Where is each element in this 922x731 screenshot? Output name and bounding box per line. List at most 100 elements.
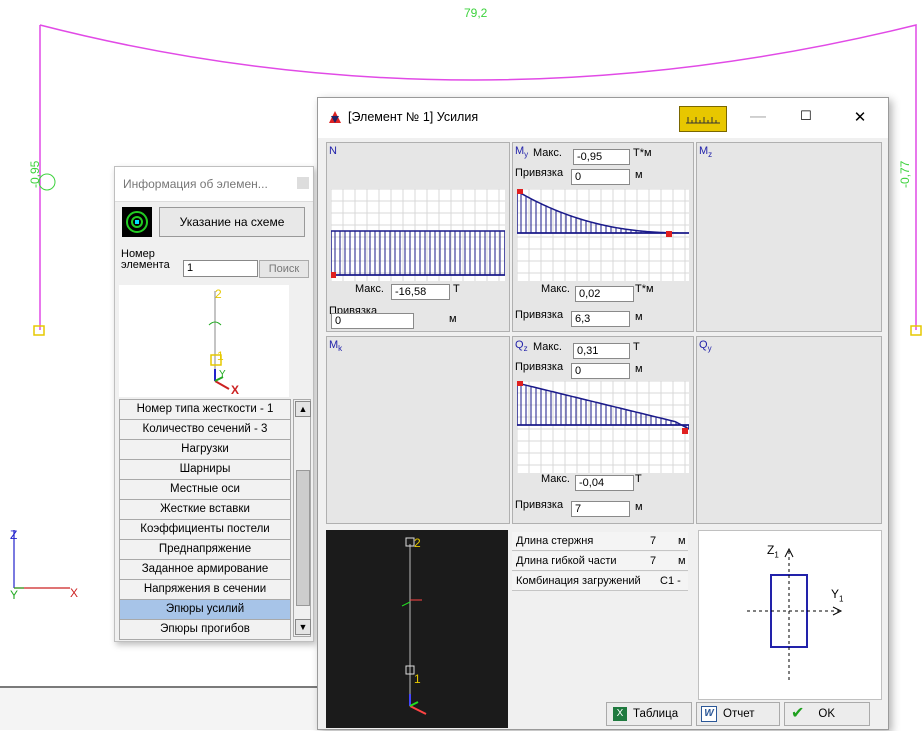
mini-axis-x-label: X — [231, 383, 240, 397]
property-value: C1 - — [660, 575, 681, 587]
mini-node-1-label: 1 — [217, 349, 224, 363]
minimize-icon[interactable]: — — [750, 108, 766, 125]
property-label: Длина стержня — [516, 535, 594, 547]
report-button[interactable]: W Отчет — [696, 702, 780, 726]
section-view: Z1 Y1 — [698, 530, 882, 700]
menu-item[interactable]: Нагрузки — [119, 440, 291, 460]
element-number-label: Номер элемента — [121, 248, 170, 271]
section-axis-z-label: Z1 — [767, 543, 779, 560]
maximize-icon[interactable]: ☐ — [800, 108, 812, 123]
N-max-label: Макс. — [355, 283, 384, 295]
My-min-value: 0,02 — [575, 286, 634, 302]
Qz-bind-label: Привязка — [515, 361, 564, 373]
Qz-min-unit: Т — [635, 473, 642, 485]
Qz-min-value: -0,04 — [575, 475, 634, 491]
search-button[interactable]: Поиск — [259, 260, 309, 278]
panel-My-title: My — [515, 145, 529, 160]
property-label: Длина гибкой части — [516, 555, 617, 567]
My-plot — [517, 189, 689, 281]
panel-Mz: Mz — [696, 142, 882, 332]
menu-item[interactable]: Шарниры — [119, 460, 291, 480]
menu-item[interactable]: Количество сечений - 3 — [119, 420, 291, 440]
menu-item[interactable]: Местные оси — [119, 480, 291, 500]
mini-node-2-label: 2 — [215, 287, 222, 301]
property-unit: м — [678, 555, 686, 567]
target-icon — [122, 207, 152, 237]
panel-Qy-title: Qy — [699, 339, 712, 354]
menu-item[interactable]: Эпюры усилий — [119, 600, 291, 620]
property-unit: м — [678, 535, 686, 547]
menu-item[interactable]: Эпюры прогибов — [119, 620, 291, 640]
property-row: Длина стержня 7 м — [512, 532, 688, 551]
top-value-label: 79,2 — [464, 6, 488, 20]
scroll-up-icon[interactable]: ▲ — [295, 401, 311, 417]
panel-My: My Макс. -0,95 Т*м Привязка 0 м Макс. 0,… — [512, 142, 694, 332]
point-on-scheme-button[interactable]: Указание на схеме — [159, 207, 305, 237]
Qz-bind2-value: 7 — [571, 501, 630, 517]
My-bind2-label: Привязка — [515, 309, 564, 321]
element-properties: Длина стержня 7 м Длина гибкой части 7 м Комби… — [512, 530, 692, 698]
check-icon: ✔ — [791, 705, 805, 722]
My-max-unit: Т*м — [633, 147, 652, 159]
Qz-max-label: Макс. — [533, 341, 562, 353]
section-axis-y-label: Y1 — [831, 587, 844, 604]
element-number-input[interactable]: 1 — [183, 260, 258, 277]
Qz-max-unit: Т — [633, 341, 640, 353]
menu-item[interactable]: Заданное армирование — [119, 560, 291, 580]
panel-Mk: Mk — [326, 336, 510, 524]
right-value-label: -0,77 — [898, 160, 912, 188]
panel-N-title: N — [329, 145, 337, 157]
Qz-min-label: Макс. — [541, 473, 570, 485]
scroll-down-icon[interactable]: ▼ — [295, 619, 311, 635]
mini-axis-y-label: Y — [219, 369, 226, 380]
panel-Qz: Qz Макс. 0,31 Т Привязка 0 м Макс. -0,04… — [512, 336, 694, 524]
element-3d-view: 2 1 — [326, 530, 508, 728]
excel-icon: X — [613, 706, 627, 721]
Qz-max-value: 0,31 — [573, 343, 630, 359]
ruler-button[interactable] — [679, 106, 727, 132]
My-bind-unit: м — [635, 169, 643, 181]
menu-item[interactable]: Коэффициенты постели — [119, 520, 291, 540]
axis-x-label: X — [70, 586, 79, 600]
info-menu: Номер типа жесткости - 1 Количество сечен… — [119, 399, 291, 640]
forces-dialog: [Элемент № 1] Усилия — ☐ ✕ N Макс. -16,5… — [317, 97, 889, 730]
element-info-window: Информация об элемен... Указание на схем… — [114, 166, 314, 642]
axis-y-label: Y — [10, 588, 19, 602]
property-value: 7 — [650, 535, 657, 547]
Qz-bind-value: 0 — [571, 363, 630, 379]
panel-Mz-title: Mz — [699, 145, 713, 160]
axis-z-label: Z — [10, 528, 18, 542]
panel-Mk-title: Mk — [329, 339, 343, 354]
scroll-thumb[interactable] — [296, 470, 310, 606]
dialog-titlebar: [Элемент № 1] Усилия — ☐ ✕ — [318, 98, 888, 138]
table-button[interactable]: X Таблица — [606, 702, 692, 726]
info-window-title: Информация об элемен... — [115, 167, 313, 202]
Qz-bind2-unit: м — [635, 501, 643, 513]
property-row: Длина гибкой части 7 м — [512, 552, 688, 571]
close-icon[interactable]: ✕ — [853, 109, 867, 126]
N-bind-value-box: 0 — [331, 313, 414, 329]
Qz-plot — [517, 381, 689, 473]
Qz-bind-unit: м — [635, 363, 643, 375]
My-min-label: Макс. — [541, 283, 570, 295]
N-max-value: -16,58 — [391, 284, 450, 300]
support-left — [33, 325, 45, 336]
My-max-label: Макс. — [533, 147, 562, 159]
menu-item[interactable]: Преднапряжение — [119, 540, 291, 560]
info-close-icon[interactable] — [297, 177, 309, 189]
menu-scrollbar[interactable]: ▲ ▼ — [293, 399, 311, 637]
ok-button[interactable]: ✔ OK — [784, 702, 870, 726]
status-strip — [0, 686, 317, 730]
menu-item[interactable]: Напряжения в сечении — [119, 580, 291, 600]
menu-item[interactable]: Номер типа жесткости - 1 — [119, 399, 291, 420]
menu-item[interactable]: Жесткие вставки — [119, 500, 291, 520]
panel-N: N Макс. -16,58 Т Привязка 0 0 м — [326, 142, 510, 332]
property-value: 7 — [650, 555, 657, 567]
panel-Qy: Qy — [696, 336, 882, 524]
N-max-unit: Т — [453, 283, 460, 295]
N-plot — [331, 189, 505, 281]
My-bind2-value: 6,3 — [571, 311, 630, 327]
view-node-1-label: 1 — [414, 672, 421, 686]
panel-Qz-title: Qz — [515, 339, 528, 354]
element-mini-view: 2 1 Y X — [119, 285, 289, 397]
